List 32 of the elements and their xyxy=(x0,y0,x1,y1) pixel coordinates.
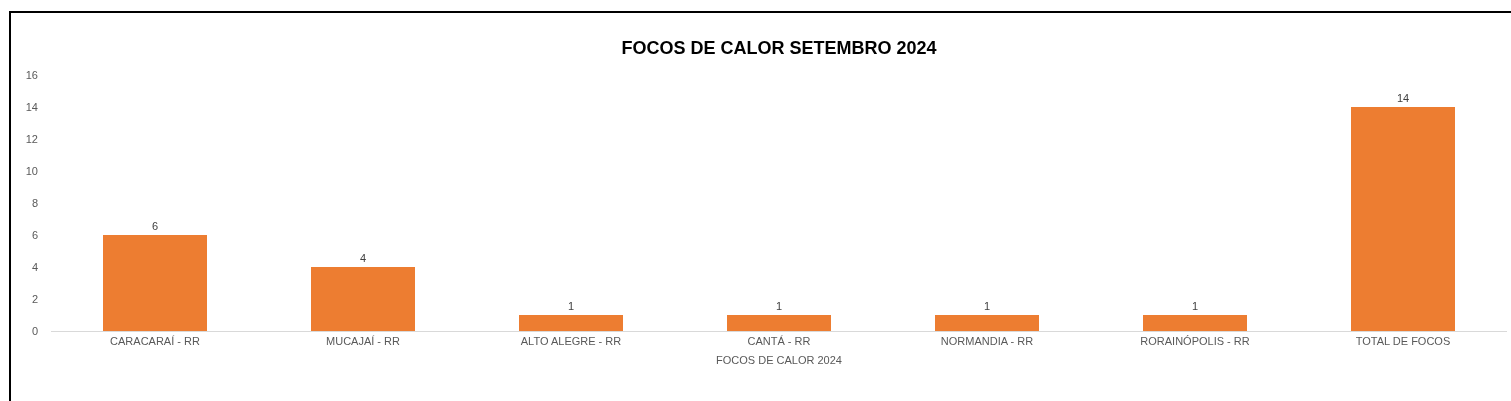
bar xyxy=(103,235,207,331)
y-tick-label: 10 xyxy=(25,164,38,177)
y-tick-label: 14 xyxy=(25,100,38,113)
y-tick-label: 8 xyxy=(31,196,38,209)
x-axis-title: FOCOS DE CALOR 2024 xyxy=(716,354,842,367)
x-tick-label: RORAINÓPOLIS - RR xyxy=(1140,335,1250,348)
y-tick-label: 0 xyxy=(31,324,38,337)
data-label: 1 xyxy=(983,300,991,312)
y-tick-label: 6 xyxy=(31,228,38,241)
x-tick-label: TOTAL DE FOCOS xyxy=(1355,335,1451,348)
x-tick-label: CANTÁ - RR xyxy=(747,335,811,348)
y-tick-label: 4 xyxy=(31,260,38,273)
bar xyxy=(727,315,831,331)
chart-title: FOCOS DE CALOR SETEMBRO 2024 xyxy=(621,38,937,59)
data-label: 1 xyxy=(567,300,575,312)
bar xyxy=(935,315,1039,331)
data-label: 4 xyxy=(359,252,367,264)
x-tick-label: ALTO ALEGRE - RR xyxy=(520,335,622,348)
bar xyxy=(1351,107,1455,331)
bar xyxy=(1143,315,1247,331)
y-tick-label: 2 xyxy=(31,292,38,305)
data-label: 14 xyxy=(1396,92,1410,104)
bar xyxy=(311,267,415,331)
y-tick-label: 12 xyxy=(25,132,38,145)
x-tick-label: MUCAJAÍ - RR xyxy=(326,335,401,348)
bar xyxy=(519,315,623,331)
data-label: 1 xyxy=(1191,300,1199,312)
x-tick-label: CARACARAÍ - RR xyxy=(110,335,200,348)
data-label: 6 xyxy=(151,220,159,232)
x-tick-label: NORMANDIA - RR xyxy=(940,335,1034,348)
y-tick-label: 16 xyxy=(25,68,38,81)
data-label: 1 xyxy=(775,300,783,312)
